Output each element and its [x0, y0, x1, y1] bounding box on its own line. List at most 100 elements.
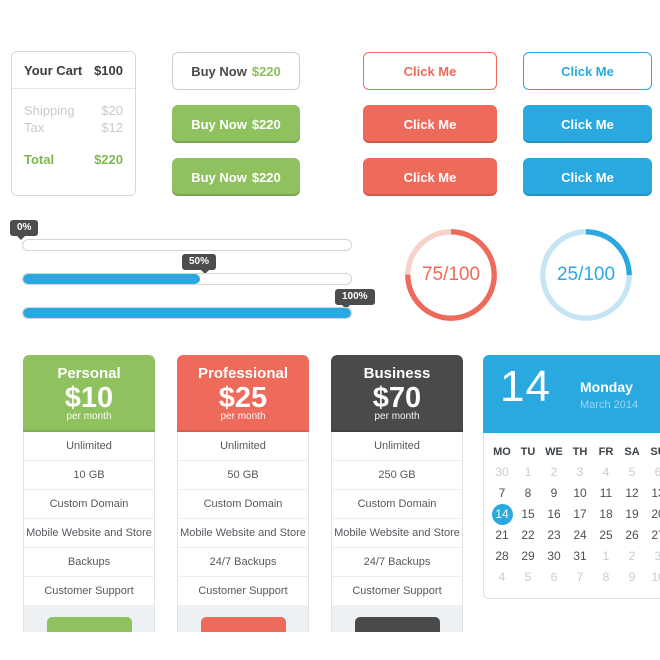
click-me-button-blue-1[interactable]: Click Me — [523, 105, 652, 143]
progress-bar-fill — [23, 274, 201, 284]
signup-button[interactable] — [200, 617, 286, 632]
buy-now-label: Buy Now — [191, 169, 247, 185]
calendar-day[interactable]: 11 — [599, 486, 613, 500]
calendar-weekday-row: MO TU WE TH FR SA SU — [489, 442, 660, 462]
calendar-day[interactable]: 27 — [651, 528, 660, 542]
cart-header: Your Cart $100 — [12, 52, 135, 89]
calendar-day[interactable]: 6 — [550, 570, 558, 584]
click-me-label: Click Me — [403, 116, 457, 132]
cart-row-shipping: Shipping $20 — [12, 102, 135, 119]
pricing-header: Business $70 per month — [331, 355, 463, 432]
feature-row: 24/7 Backups — [331, 548, 463, 577]
calendar-day[interactable]: 18 — [599, 507, 613, 521]
calendar-day[interactable]: 25 — [599, 528, 613, 542]
calendar-day[interactable]: 10 — [573, 486, 587, 500]
calendar-day[interactable]: 7 — [498, 486, 506, 500]
calendar-day[interactable]: 8 — [602, 570, 610, 584]
weekday-label: TU — [520, 446, 536, 458]
calendar-day[interactable]: 1 — [602, 549, 610, 563]
calendar-day[interactable]: 7 — [576, 570, 584, 584]
buy-now-price: $220 — [251, 63, 281, 79]
calendar-week-4: 21 22 23 24 25 26 27 — [489, 525, 660, 546]
calendar-day[interactable]: 15 — [521, 507, 535, 521]
click-me-label: Click Me — [561, 63, 614, 79]
calendar-week-2: 7 8 9 10 11 12 13 — [489, 483, 660, 504]
progress-tooltip-100: 100% — [335, 289, 375, 309]
calendar-day[interactable]: 5 — [524, 570, 532, 584]
progress-bar-fill — [23, 308, 351, 318]
calendar-day[interactable]: 9 — [628, 570, 636, 584]
plan-price: $70 — [372, 382, 422, 414]
calendar-widget: 14 Monday March 2014 MO TU WE TH FR SA S… — [483, 355, 660, 599]
total-label: Total — [24, 152, 55, 167]
plan-price: $10 — [64, 382, 114, 414]
feature-row: 10 GB — [23, 461, 155, 490]
click-me-button-blue-2[interactable]: Click Me — [523, 158, 652, 196]
calendar-day[interactable]: 1 — [524, 465, 532, 479]
calendar-day[interactable]: 24 — [573, 528, 587, 542]
calendar-day-selected[interactable]: 14 — [489, 504, 515, 525]
click-me-label: Click Me — [561, 169, 614, 185]
calendar-week-6: 4 5 6 7 8 9 10 — [489, 567, 660, 588]
calendar-day-number: 14 — [495, 507, 509, 521]
calendar-day[interactable]: 6 — [654, 465, 660, 479]
click-me-button-blue-outline[interactable]: Click Me — [523, 52, 652, 90]
calendar-day[interactable]: 16 — [547, 507, 561, 521]
calendar-day[interactable]: 8 — [524, 486, 532, 500]
buy-now-price: $220 — [251, 169, 281, 185]
calendar-day[interactable]: 2 — [550, 465, 558, 479]
pricing-footer — [331, 606, 463, 632]
calendar-day[interactable]: 30 — [495, 465, 509, 479]
feature-row: Custom Domain — [177, 490, 309, 519]
feature-row: Backups — [23, 548, 155, 577]
signup-button[interactable] — [354, 617, 440, 632]
buy-now-button-green-2[interactable]: Buy Now $220 — [172, 158, 300, 196]
calendar-day[interactable]: 30 — [547, 549, 561, 563]
calendar-day[interactable]: 13 — [651, 486, 660, 500]
calendar-day[interactable]: 4 — [602, 465, 610, 479]
buy-now-button-outline[interactable]: Buy Now $220 — [172, 52, 300, 90]
buy-now-price: $220 — [251, 116, 281, 132]
calendar-day[interactable]: 9 — [550, 486, 558, 500]
pricing-header: Personal $10 per month — [23, 355, 155, 432]
calendar-day[interactable]: 26 — [625, 528, 639, 542]
pricing-footer — [23, 606, 155, 632]
calendar-day[interactable]: 3 — [576, 465, 584, 479]
total-value: $220 — [94, 152, 123, 167]
calendar-day[interactable]: 23 — [547, 528, 561, 542]
calendar-day[interactable]: 5 — [628, 465, 636, 479]
pricing-table-business: Business $70 per month Unlimited 250 GB … — [331, 355, 463, 632]
calendar-day[interactable]: 21 — [495, 528, 509, 542]
calendar-selected-day: 14 — [500, 362, 551, 411]
buy-now-button-green-1[interactable]: Buy Now $220 — [172, 105, 300, 143]
signup-button[interactable] — [46, 617, 132, 632]
calendar-day[interactable]: 17 — [573, 507, 587, 521]
weekday-label: TH — [572, 446, 588, 458]
calendar-day[interactable]: 19 — [625, 507, 639, 521]
plan-period: per month — [374, 411, 420, 422]
weekday-label: MO — [493, 446, 511, 458]
plan-name: Personal — [57, 365, 121, 382]
calendar-day[interactable]: 3 — [654, 549, 660, 563]
plan-period: per month — [220, 411, 266, 422]
click-me-button-red-outline[interactable]: Click Me — [363, 52, 497, 90]
calendar-header: 14 Monday March 2014 — [483, 355, 660, 433]
calendar-day[interactable]: 20 — [651, 507, 660, 521]
calendar-day[interactable]: 12 — [625, 486, 639, 500]
click-me-button-red-1[interactable]: Click Me — [363, 105, 497, 143]
calendar-day[interactable]: 4 — [498, 570, 506, 584]
progress-bar-50 — [22, 273, 352, 285]
buy-now-label: Buy Now — [191, 116, 247, 132]
progress-ring — [405, 229, 497, 321]
calendar-week-1: 30 1 2 3 4 5 6 — [489, 462, 660, 483]
progress-tooltip-0: 0% — [10, 220, 39, 240]
calendar-day[interactable]: 31 — [573, 549, 587, 563]
calendar-day[interactable]: 28 — [495, 549, 509, 563]
feature-row: Custom Domain — [331, 490, 463, 519]
shipping-label: Shipping — [24, 103, 75, 118]
calendar-day[interactable]: 2 — [628, 549, 636, 563]
calendar-day[interactable]: 29 — [521, 549, 535, 563]
calendar-day[interactable]: 10 — [651, 570, 660, 584]
calendar-day[interactable]: 22 — [521, 528, 535, 542]
click-me-button-red-2[interactable]: Click Me — [363, 158, 497, 196]
